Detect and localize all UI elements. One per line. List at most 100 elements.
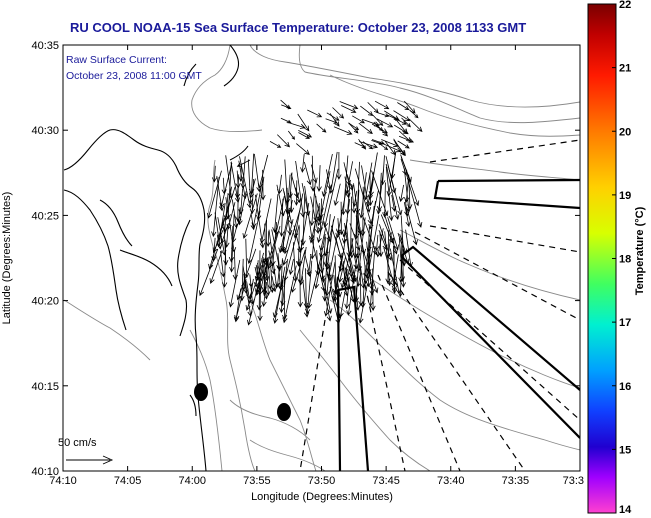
current-vector-arrow xyxy=(356,273,361,287)
x-tick-label: 74:10 xyxy=(49,475,77,487)
current-vector-arrow xyxy=(285,174,291,215)
current-vector-arrow xyxy=(360,105,374,117)
current-vector-arrow xyxy=(403,202,411,228)
current-vector-arrow xyxy=(241,272,247,291)
current-vector-arrow xyxy=(359,227,369,278)
current-vector-arrow xyxy=(236,159,251,167)
current-vector-arrow xyxy=(249,178,255,215)
current-vector-arrow xyxy=(226,202,236,230)
current-vector-arrow xyxy=(235,170,241,189)
coastline xyxy=(63,45,249,471)
current-vector-arrow xyxy=(238,163,244,182)
current-vector-arrow xyxy=(281,279,288,321)
buoy-marker-east xyxy=(277,403,291,421)
current-vector-arrow xyxy=(255,194,265,249)
current-vector-arrow xyxy=(310,196,320,234)
current-vector-arrow xyxy=(333,183,341,207)
current-vector-arrow xyxy=(344,161,353,195)
current-vector-arrow xyxy=(228,226,235,263)
current-vector-arrow xyxy=(211,177,220,238)
current-vector-arrow xyxy=(363,254,369,285)
x-axis: 74:10 74:05 74:00 73:55 73:50 73:45 73:40 73:35… xyxy=(49,45,584,487)
current-vector-arrow xyxy=(245,281,252,300)
current-vector-arrow xyxy=(297,262,303,284)
y-tick-label: 40:30 xyxy=(31,125,59,137)
current-vector-arrow xyxy=(362,217,378,256)
current-annotation-line1: Raw Surface Current: xyxy=(66,54,167,66)
y-tick-label: 40:20 xyxy=(31,296,59,308)
current-vector-arrow xyxy=(383,213,398,255)
current-vector-arrow xyxy=(365,171,375,208)
current-vector-arrow xyxy=(385,166,394,222)
current-vector-arrow xyxy=(282,208,301,266)
current-vector-arrow xyxy=(316,123,327,133)
current-vector-arrow xyxy=(359,141,379,149)
current-vector-arrow xyxy=(403,100,416,114)
current-vector-arrow xyxy=(316,185,332,244)
current-vector-arrow xyxy=(335,190,347,239)
current-vector-arrow xyxy=(404,180,410,203)
x-tick-label: 73:40 xyxy=(437,475,465,487)
current-vector-arrow xyxy=(250,213,256,231)
colorbar-tick-label: 22 xyxy=(619,0,631,11)
current-vector-arrow xyxy=(379,224,393,261)
current-vector-arrow xyxy=(345,184,351,215)
x-tick-label: 73:3 xyxy=(563,475,584,487)
y-axis-label: Latitude (Degrees:Minutes) xyxy=(1,192,13,325)
current-vector-arrow xyxy=(359,265,366,290)
colorbar-tick-label: 14 xyxy=(619,504,632,516)
colorbar-tick-label: 18 xyxy=(619,254,631,266)
x-tick-label: 73:55 xyxy=(243,475,271,487)
current-vector-arrow xyxy=(341,105,357,113)
current-vector-arrow xyxy=(358,262,364,307)
current-vector-arrow xyxy=(316,205,322,222)
current-vector-arrow xyxy=(278,258,284,291)
colorbar-tick-label: 20 xyxy=(619,126,631,138)
y-tick-label: 40:15 xyxy=(31,381,59,393)
current-vector-arrow xyxy=(393,110,411,122)
current-vector-arrow xyxy=(248,274,253,288)
current-vector-arrow xyxy=(354,285,361,311)
surface-current-vectors xyxy=(199,99,423,326)
current-vector-arrow xyxy=(344,176,351,199)
current-vector-arrow xyxy=(352,211,359,259)
current-vector-arrow xyxy=(300,154,306,173)
current-vector-arrow xyxy=(382,143,402,153)
current-vector-arrow xyxy=(247,285,259,326)
colorbar-label: Temperature (°C) xyxy=(634,206,646,295)
current-vector-arrow xyxy=(277,261,283,291)
current-vector-arrow xyxy=(329,286,341,325)
current-vector-arrow xyxy=(354,161,361,215)
current-vector-arrow xyxy=(338,257,346,283)
current-vector-arrow xyxy=(326,112,340,121)
colorbar-tick-label: 16 xyxy=(619,381,631,393)
current-vector-arrow xyxy=(382,182,388,218)
current-vector-arrow xyxy=(405,229,413,268)
current-vector-arrow xyxy=(244,238,250,279)
current-vector-arrow xyxy=(298,130,313,138)
current-vector-arrow xyxy=(247,210,261,265)
current-vector-arrow xyxy=(297,113,310,132)
current-vector-arrow xyxy=(367,263,374,291)
current-vector-arrow xyxy=(339,101,359,110)
current-vector-arrow xyxy=(298,132,310,139)
current-vector-arrow xyxy=(397,102,410,111)
current-vector-arrow xyxy=(393,117,407,125)
temperature-colorbar xyxy=(587,3,617,514)
current-vector-arrow xyxy=(372,114,384,127)
current-vector-arrow xyxy=(225,197,237,253)
current-vector-arrow xyxy=(288,191,295,214)
current-vector-arrow xyxy=(385,163,400,220)
current-vector-arrow xyxy=(358,122,373,135)
scale-arrow-label: 50 cm/s xyxy=(58,437,97,449)
y-tick-label: 40:25 xyxy=(31,210,59,222)
current-vector-arrow xyxy=(272,194,279,233)
current-vector-arrow xyxy=(316,165,322,192)
current-vector-arrow xyxy=(354,142,366,148)
current-vector-arrow xyxy=(398,130,412,143)
current-vector-arrow xyxy=(242,193,258,239)
current-vector-arrow xyxy=(211,237,217,262)
current-vector-arrow xyxy=(377,142,389,151)
current-vector-arrow xyxy=(262,266,268,296)
